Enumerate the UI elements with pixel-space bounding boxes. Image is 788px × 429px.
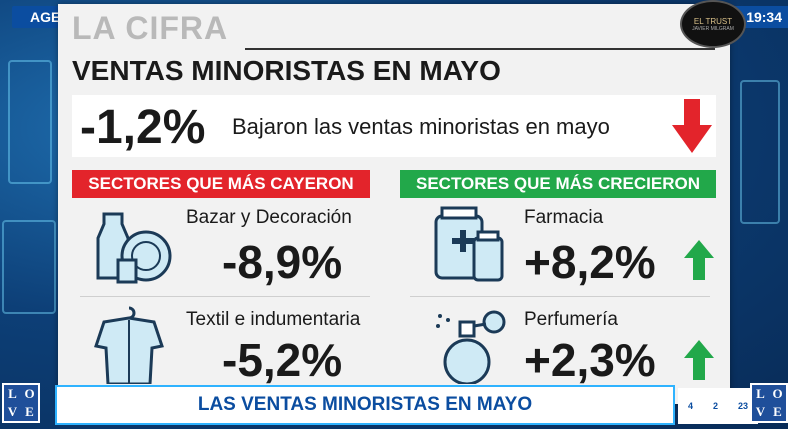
channel-logo: EL TRUST JAVIER MILGRAM [680, 0, 746, 48]
background-circuit-decoration [2, 220, 56, 314]
card-kicker: LA CIFRA [72, 10, 229, 46]
fell-item-value: -8,9% [222, 236, 343, 288]
countdown-widget: 4 2 23 [678, 388, 758, 424]
summary-box [72, 95, 716, 157]
fell-item-value: -5,2% [222, 334, 343, 386]
grew-item-value: +8,2% [524, 236, 656, 288]
background-circuit-decoration [8, 60, 52, 184]
love-letter: V [7, 404, 18, 419]
fell-header: SECTORES QUE MÁS CAYERON [72, 170, 370, 198]
love-letter: L [756, 386, 765, 401]
background-circuit-decoration [740, 80, 780, 224]
love-logo-right: L O V E [750, 383, 788, 423]
clock: 19:34 [746, 9, 782, 25]
ticker-text: LAS VENTAS MINORISTAS EN MAYO [197, 394, 533, 415]
love-letter: E [25, 404, 34, 419]
grew-item-name: Farmacia [524, 207, 604, 228]
medicine-bottles-icon [434, 206, 504, 282]
row-divider [80, 296, 370, 297]
love-letter: L [8, 386, 17, 401]
ticker-headline: LAS VENTAS MINORISTAS EN MAYO [55, 385, 675, 425]
fell-item-name: Bazar y Decoración [186, 207, 352, 228]
perfume-bottle-icon [436, 310, 506, 384]
love-logo-left: L O V E [2, 383, 40, 423]
love-letter: O [24, 386, 35, 401]
countdown-value: 4 [687, 401, 693, 411]
down-arrow-icon [672, 99, 712, 153]
cifra-card [58, 4, 730, 404]
kicker-divider [245, 48, 715, 50]
logo-subtext: JAVIER MILGRAM [692, 25, 734, 32]
up-arrow-icon [684, 340, 714, 380]
countdown-value: 23 [737, 401, 748, 411]
row-divider [410, 296, 710, 297]
logo-text: EL TRUST [693, 16, 733, 26]
summary-value: -1,2% [80, 101, 206, 154]
summary-text: Bajaron las ventas minoristas en mayo [232, 114, 610, 139]
shirt-on-hanger-icon [94, 306, 164, 384]
vases-dishes-icon [96, 212, 172, 284]
countdown-value: 2 [712, 401, 718, 411]
up-arrow-icon [684, 240, 714, 280]
card-headline: VENTAS MINORISTAS EN MAYO [72, 55, 501, 86]
grew-item-name: Perfumería [524, 309, 618, 330]
grew-item-value: +2,3% [524, 334, 656, 386]
fell-item-name: Textil e indumentaria [186, 309, 361, 330]
grew-header: SECTORES QUE MÁS CRECIERON [400, 170, 716, 198]
love-letter: E [773, 404, 782, 419]
love-letter: V [755, 404, 766, 419]
love-letter: O [772, 386, 783, 401]
